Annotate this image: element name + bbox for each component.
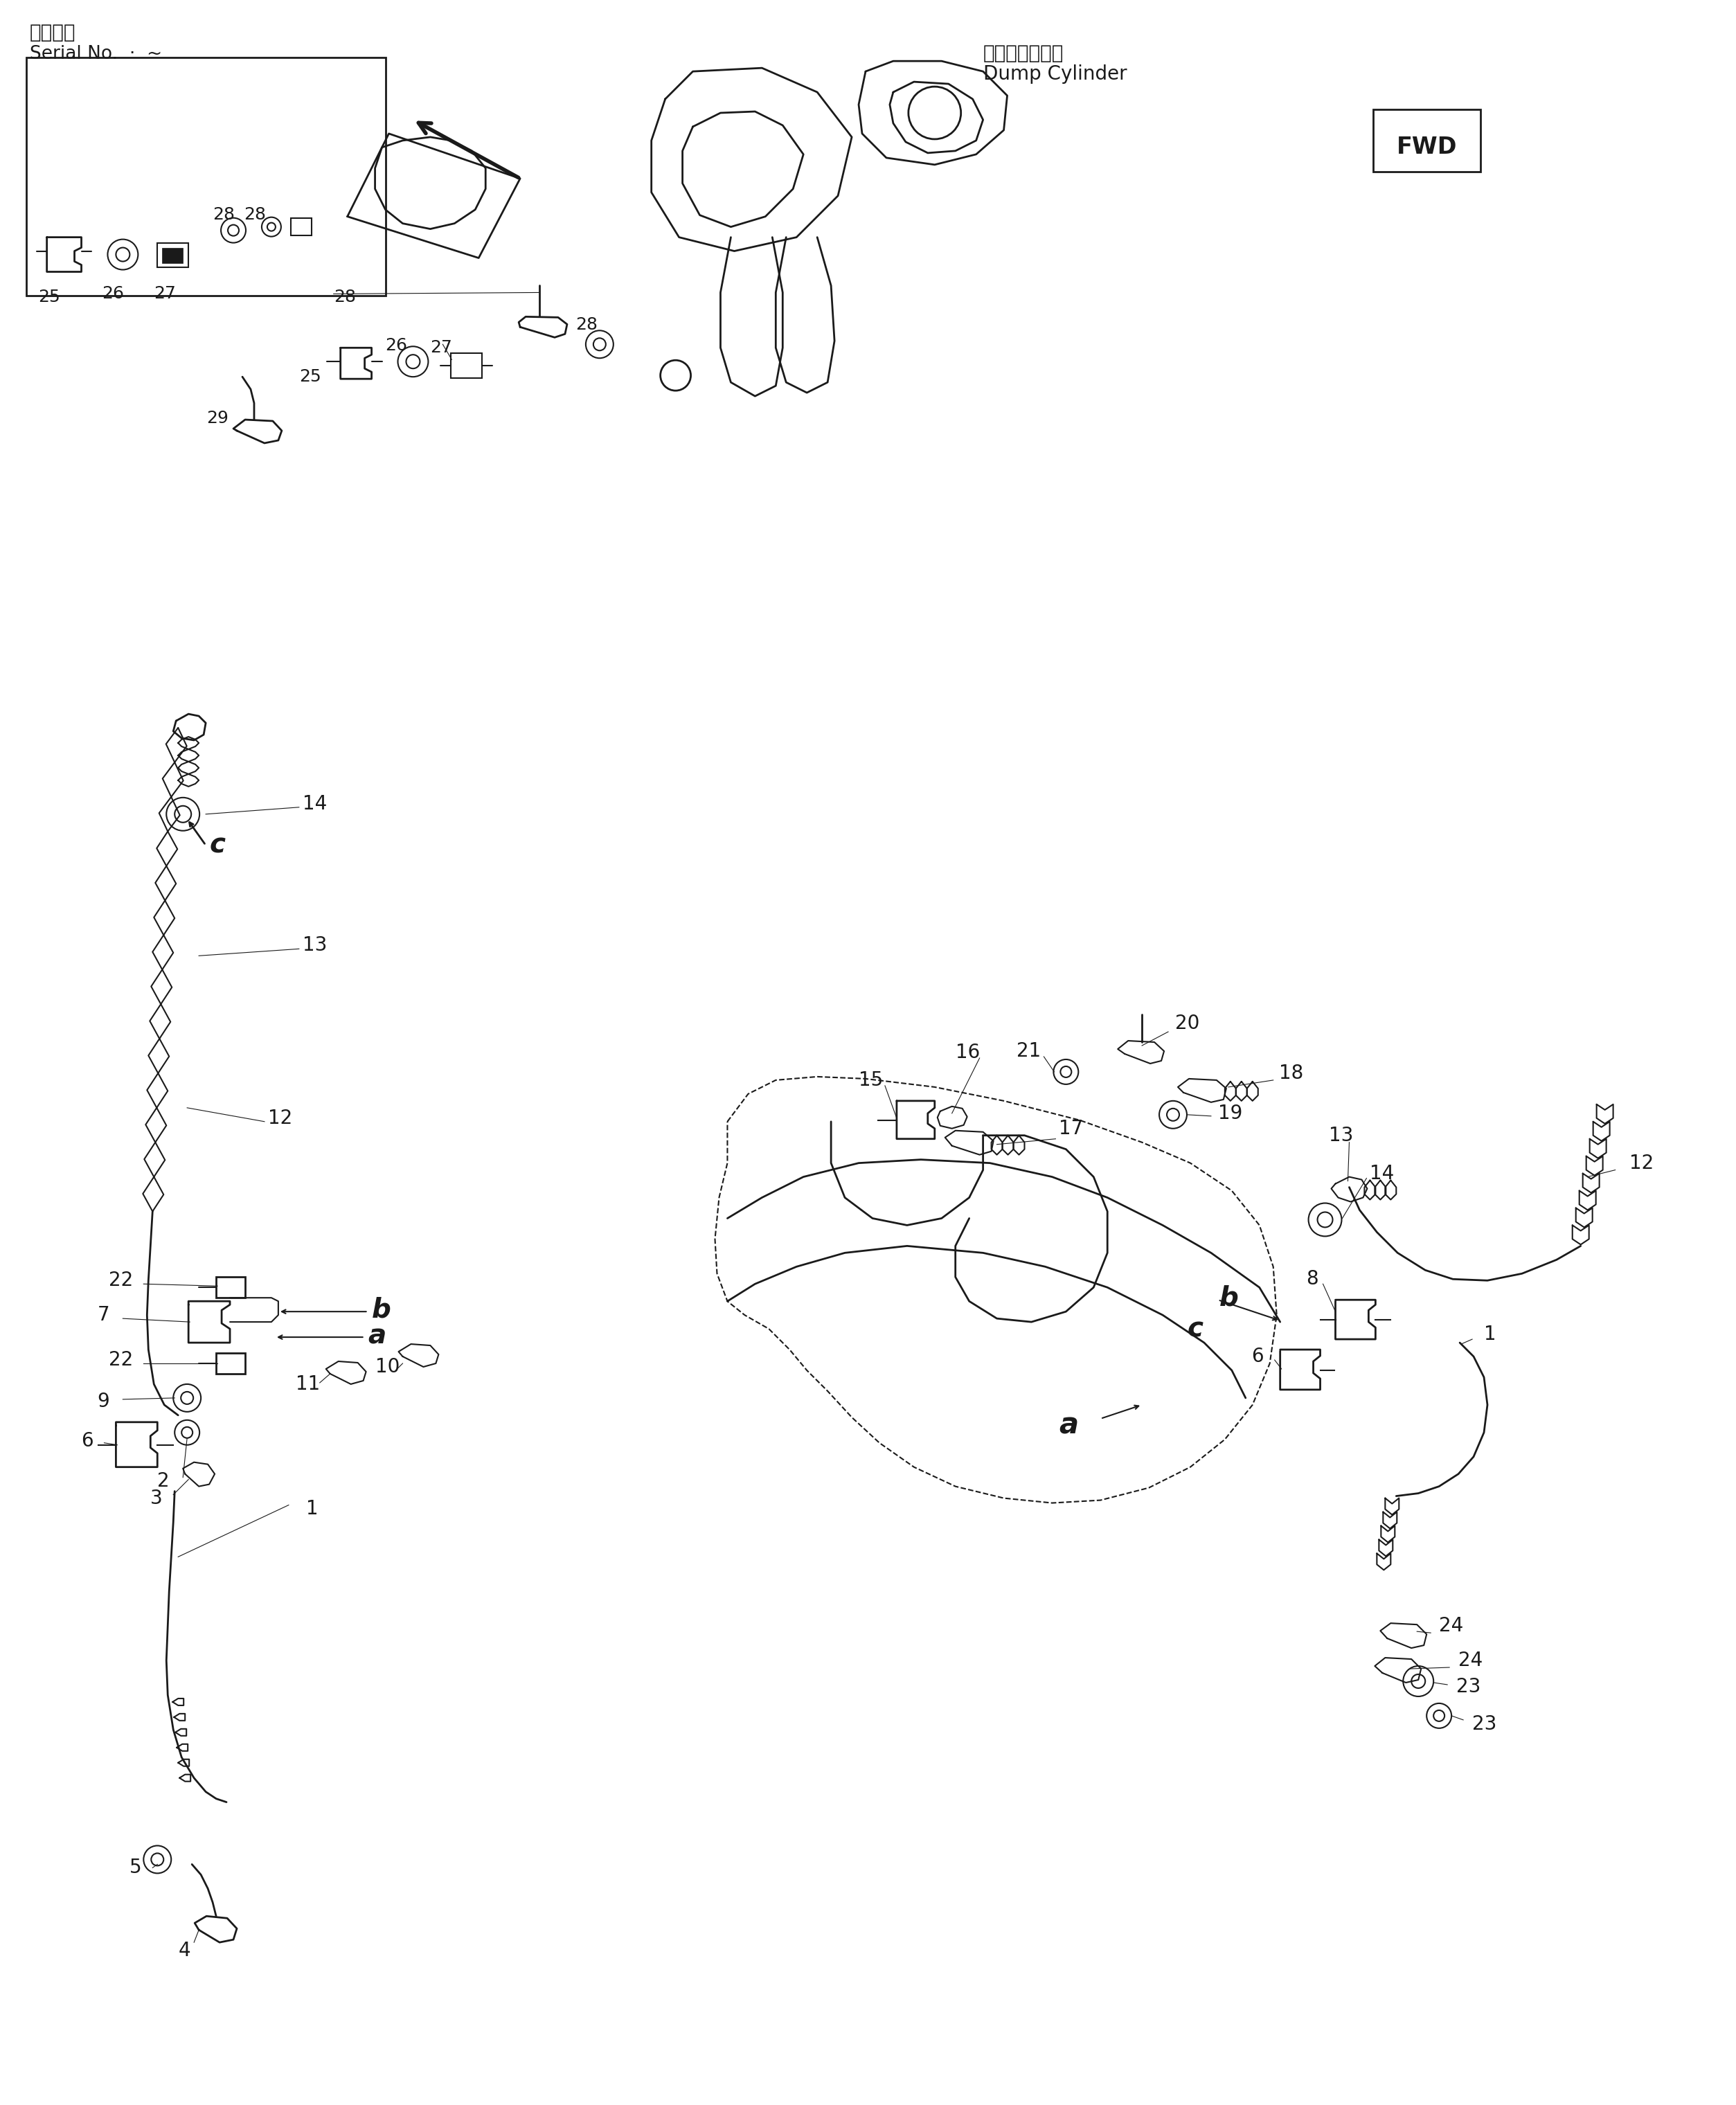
- Text: 20: 20: [1175, 1015, 1200, 1034]
- Text: 10: 10: [375, 1358, 399, 1377]
- Text: 1: 1: [306, 1499, 318, 1518]
- Text: Serial No.  ·  ~: Serial No. · ~: [30, 44, 161, 63]
- Bar: [26, 57, 385, 297]
- Text: 11: 11: [295, 1375, 319, 1394]
- Text: 15: 15: [859, 1071, 884, 1090]
- Bar: [290, 219, 311, 236]
- Text: 28: 28: [575, 316, 597, 333]
- Text: b: b: [1219, 1284, 1240, 1311]
- Text: 24: 24: [1458, 1650, 1483, 1669]
- Text: a: a: [368, 1322, 387, 1349]
- Text: 9: 9: [97, 1391, 109, 1410]
- Text: 7: 7: [97, 1305, 109, 1324]
- Text: 17: 17: [1059, 1118, 1083, 1139]
- Text: b: b: [372, 1297, 391, 1322]
- Text: 5: 5: [130, 1859, 142, 1878]
- Text: 22: 22: [109, 1349, 134, 1370]
- Text: 28: 28: [212, 206, 234, 223]
- Text: 18: 18: [1279, 1063, 1304, 1082]
- Bar: [451, 354, 483, 379]
- Text: FWD: FWD: [1396, 137, 1457, 158]
- Text: 21: 21: [1016, 1042, 1040, 1061]
- Text: 12: 12: [1628, 1154, 1653, 1172]
- Text: 25: 25: [38, 288, 59, 305]
- Text: 19: 19: [1219, 1103, 1243, 1122]
- Text: 2: 2: [158, 1471, 170, 1490]
- Text: 13: 13: [302, 937, 326, 956]
- Bar: [215, 1278, 245, 1299]
- Text: 26: 26: [385, 337, 408, 354]
- Bar: [215, 1354, 245, 1375]
- Text: 14: 14: [1370, 1164, 1394, 1183]
- Text: 26: 26: [102, 286, 125, 303]
- Text: a: a: [1059, 1410, 1078, 1440]
- Text: ダンプシリンダ: ダンプシリンダ: [983, 44, 1064, 63]
- Text: 1: 1: [1484, 1324, 1496, 1345]
- Bar: [161, 248, 182, 263]
- Text: c: c: [210, 831, 226, 859]
- Text: 23: 23: [1472, 1713, 1496, 1735]
- Text: 24: 24: [1439, 1617, 1463, 1636]
- Text: 適用号機: 適用号機: [30, 23, 76, 42]
- Text: 27: 27: [431, 339, 453, 356]
- Text: 28: 28: [333, 288, 356, 305]
- Text: 23: 23: [1457, 1678, 1481, 1697]
- Bar: [158, 242, 189, 267]
- Text: 16: 16: [955, 1042, 979, 1063]
- Text: 6: 6: [82, 1431, 94, 1450]
- Text: 6: 6: [1252, 1347, 1264, 1366]
- Text: 29: 29: [207, 410, 229, 427]
- Text: 12: 12: [267, 1109, 292, 1128]
- Text: 28: 28: [243, 206, 266, 223]
- Text: 8: 8: [1307, 1269, 1319, 1288]
- Text: 13: 13: [1328, 1126, 1352, 1145]
- Text: 22: 22: [109, 1271, 134, 1290]
- Text: 14: 14: [302, 794, 326, 813]
- Text: 4: 4: [179, 1941, 191, 1960]
- Text: Dump Cylinder: Dump Cylinder: [983, 65, 1127, 84]
- Text: 25: 25: [299, 368, 321, 385]
- Text: c: c: [1187, 1316, 1203, 1343]
- Text: 27: 27: [155, 286, 175, 303]
- Bar: [1373, 109, 1481, 173]
- Text: 3: 3: [151, 1488, 163, 1507]
